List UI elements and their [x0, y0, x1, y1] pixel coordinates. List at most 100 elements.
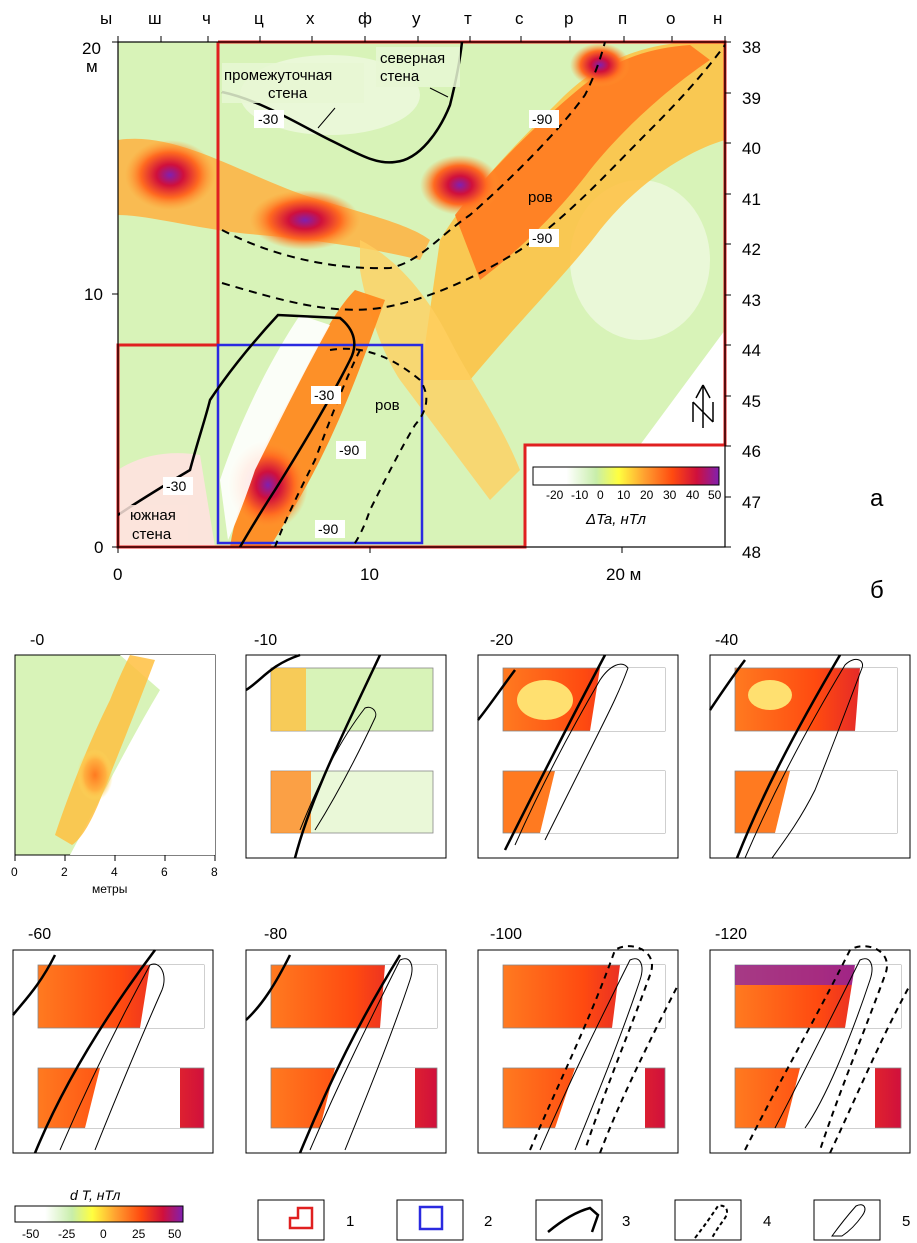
top-letter: о: [666, 9, 675, 28]
x-tick: 4: [111, 865, 118, 879]
colorbar-a-tick: -20: [546, 488, 564, 502]
contour-label: -90: [532, 230, 552, 246]
colorbar-b-tick: 25: [132, 1227, 146, 1241]
left-unit: м: [86, 57, 98, 76]
label-south-wall: южная: [130, 507, 176, 524]
contour-label: -30: [166, 478, 186, 494]
panel-letter-b: б: [870, 577, 884, 604]
depth-map-120: [709, 945, 911, 1154]
intermediate-north-wall: [221, 41, 464, 164]
anomaly-band: [360, 240, 520, 500]
anomaly-peak: [250, 190, 360, 250]
contour-label: -90: [532, 111, 552, 127]
top-letter: с: [515, 9, 524, 28]
contour-label: -30: [314, 387, 334, 403]
x-tick: 0: [11, 865, 18, 879]
top-letter: х: [306, 9, 315, 28]
bottom-tick: 0: [113, 565, 122, 584]
top-letter: ф: [358, 9, 372, 28]
x-axis-label: метры: [92, 882, 127, 896]
label-north-wall: стена: [380, 68, 420, 85]
colorbar-b-gradient: [14, 1205, 184, 1223]
moat-contour: [329, 347, 428, 548]
wall-line-icon: [547, 1206, 600, 1233]
depth-title: -20: [490, 632, 513, 649]
label-south-wall: стена: [132, 526, 172, 543]
legend: 1 2 3 4 5: [257, 1199, 910, 1241]
colorbar-a-gradient: [532, 466, 720, 486]
top-letter: ш: [148, 9, 162, 28]
colorbar-a-tick: 10: [617, 488, 631, 502]
no-data-area: [525, 330, 725, 547]
contour-label-box: [254, 110, 284, 128]
right-tick: 40: [742, 139, 761, 158]
contour-label: -30: [258, 111, 278, 127]
bottom-axis: 0 10 20 м: [113, 547, 641, 584]
legend-box: [813, 1199, 881, 1241]
label-north-wall: северная: [380, 50, 445, 67]
depth-title: -60: [28, 926, 51, 943]
contour-label-box: [336, 441, 366, 459]
panel-a: ы ш ч ц х ф у т с р п о н 20 м 10 0: [82, 9, 884, 584]
colorbar-a-tick: 50: [708, 488, 722, 502]
depth-title: -120: [715, 926, 747, 943]
contour-label-box: [529, 110, 559, 128]
map-annotations: промежуточная стена северная стена ров р…: [120, 47, 559, 543]
colorbar-a-title: ΔTa, нТл: [585, 511, 646, 528]
top-letter: р: [564, 9, 573, 28]
left-axis: 20 м 10 0: [82, 39, 118, 557]
depth-map-60: [12, 949, 214, 1154]
low-anomaly: [220, 315, 330, 540]
depth-map-10: [245, 653, 447, 859]
top-letter: ы: [100, 9, 112, 28]
top-letter: п: [618, 9, 627, 28]
right-tick: 43: [742, 291, 761, 310]
contour-label-box: [311, 386, 341, 404]
right-tick: 42: [742, 240, 761, 259]
label-moat: ров: [375, 397, 400, 414]
north-arrow-icon: [692, 384, 714, 428]
depth-map-100: [477, 945, 679, 1154]
anomaly-peak: [125, 140, 215, 210]
contour-label-box: [529, 229, 559, 247]
detail-area: [216, 343, 424, 545]
colorbar-a-tick: 40: [686, 488, 700, 502]
depth-title: -80: [264, 926, 287, 943]
colorbar-a-tick: 20: [640, 488, 654, 502]
depth-title: -100: [490, 926, 522, 943]
top-letter: н: [713, 9, 722, 28]
moat-contour: [221, 41, 606, 270]
anomaly-peak: [420, 155, 500, 215]
depth-map-40: [708, 654, 911, 859]
right-axis: 38 39 40 41 42 43 44 45 46 47 48: [725, 38, 761, 562]
right-tick: 44: [742, 341, 761, 360]
top-letter: у: [412, 9, 421, 28]
anomaly-band: [455, 45, 710, 280]
right-tick: 38: [742, 38, 761, 57]
colorbar-b-tick: 50: [168, 1227, 182, 1241]
legend-number: 4: [763, 1213, 771, 1230]
top-letter: т: [464, 9, 472, 28]
top-letter: ч: [202, 9, 211, 28]
contour-label-box: [163, 477, 193, 495]
moat-line-icon: [694, 1204, 728, 1239]
colorbar-a-tick: -10: [571, 488, 589, 502]
panel-letter-a: а: [870, 485, 884, 512]
moat-contour: [274, 349, 361, 548]
top-axis: ы ш ч ц х ф у т с р п о н: [100, 9, 726, 42]
colorbar-b-tick: 0: [100, 1227, 107, 1241]
colorbar-b-tick: -50: [22, 1227, 40, 1241]
x-tick: 2: [61, 865, 68, 879]
colorbar-b: d T, нТл -50 -25 0 25 50: [14, 1187, 184, 1241]
left-tick: 0: [94, 538, 103, 557]
bottom-tick: 20 м: [606, 565, 641, 584]
legend-number: 2: [484, 1213, 492, 1230]
colorbar-a-tick: 0: [597, 488, 604, 502]
colorbar-b-title: d T, нТл: [70, 1187, 121, 1203]
depth-map-20: [477, 654, 679, 859]
south-wall: [117, 313, 356, 548]
depth-title: -10: [254, 632, 277, 649]
colorbar-b-tick: -25: [58, 1227, 76, 1241]
depth-title: -40: [715, 632, 738, 649]
bottom-tick: 10: [360, 565, 379, 584]
